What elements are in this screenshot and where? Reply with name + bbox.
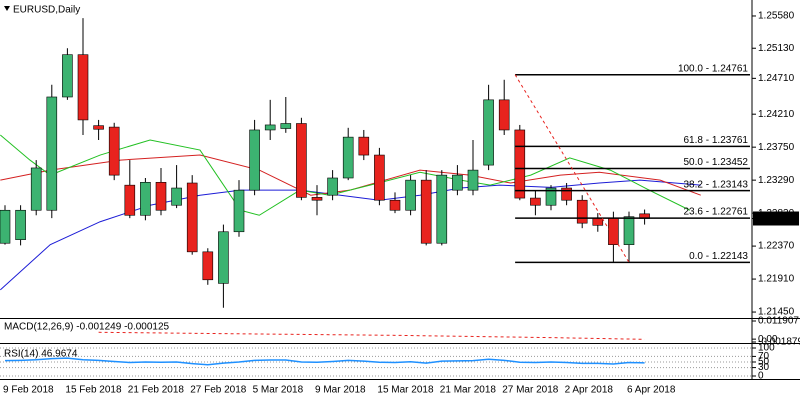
- candle-body: [108, 126, 120, 176]
- x-tick-label: 27 Feb 2018: [190, 385, 247, 396]
- candle-body: [389, 199, 401, 211]
- y-tick-label: 1.25130: [758, 43, 795, 54]
- y-tick-label: 1.21910: [758, 274, 795, 285]
- fibonacci-label: 61.8 - 1.23761: [684, 135, 749, 146]
- candle-body: [155, 181, 167, 211]
- collapse-icon[interactable]: [4, 6, 10, 11]
- candle-body: [452, 174, 463, 191]
- candle-body: [623, 216, 635, 245]
- y-tick-label: 1.24710: [758, 73, 795, 84]
- fibonacci-trendline: [514, 74, 630, 263]
- candle-body: [124, 184, 136, 216]
- candle-body: [483, 99, 494, 166]
- x-tick-label: 2 Apr 2018: [565, 385, 614, 396]
- candle-body: [186, 182, 198, 253]
- candle-body: [545, 187, 557, 206]
- fibonacci-label: 100.0 - 1.24761: [678, 63, 748, 74]
- candle-body: [405, 179, 416, 211]
- y-tick-label: 1.25580: [758, 11, 795, 22]
- x-tick-label: 9 Feb 2018: [3, 385, 54, 396]
- candle-body: [436, 174, 448, 244]
- y-tick-label: 50: [758, 357, 770, 368]
- candle-body: [233, 189, 245, 233]
- candle-body: [46, 96, 58, 211]
- y-tick-label: 1.23290: [758, 175, 795, 186]
- y-tick-label: 70: [758, 351, 770, 362]
- candle-body: [30, 167, 42, 211]
- candle-body: [358, 136, 370, 156]
- x-tick-label: 21 Feb 2018: [128, 385, 185, 396]
- candle-body: [530, 197, 541, 206]
- indicator-line: [98, 331, 645, 340]
- x-tick-label: 15 Feb 2018: [65, 385, 122, 396]
- last-price-label: 1.22755: [757, 213, 794, 224]
- axes: 1.25580 1.25130 1.24710 1.24210 1.23750 1.232…: [3, 11, 800, 396]
- rsi-plot: [0, 347, 752, 377]
- y-tick-label: 1.24210: [758, 109, 795, 120]
- candle-body: [498, 99, 510, 131]
- x-tick-label: 9 Mar 2018: [315, 385, 366, 396]
- candle-body: [576, 199, 588, 224]
- x-tick-label: 27 Mar 2018: [502, 385, 559, 396]
- candle-body: [608, 217, 619, 245]
- candle-body: [374, 154, 385, 201]
- candle-body: [514, 129, 526, 199]
- candle-body: [467, 169, 479, 191]
- candle-body: [249, 129, 260, 191]
- y-tick-label: 100: [758, 343, 775, 354]
- y-tick-label: 1.22370: [758, 241, 795, 252]
- candle-body: [264, 124, 276, 131]
- fibonacci-label: 50.0 - 1.23452: [684, 157, 749, 168]
- indicator-line: [4, 357, 645, 366]
- y-tick-label: 1.21450: [758, 307, 795, 318]
- y-tick-label: 1.23750: [758, 142, 795, 153]
- indicator-title: MACD(12,26,9) -0.001249 -0.000125: [4, 322, 170, 333]
- candle-body: [15, 209, 26, 240]
- candle-body: [561, 187, 572, 201]
- candle-body: [62, 54, 73, 98]
- candle-body: [140, 181, 151, 216]
- candle-body: [420, 179, 432, 244]
- candle-body: [202, 251, 214, 281]
- last-price-box: [753, 211, 799, 226]
- candle-body: [218, 231, 229, 284]
- candle-body: [171, 187, 182, 206]
- x-tick-label: 5 Mar 2018: [253, 385, 304, 396]
- y-tick-label: 0.011907: [758, 316, 799, 327]
- x-tick-label: 15 Mar 2018: [377, 385, 434, 396]
- chart-title: EURUSD,Daily: [13, 5, 80, 16]
- candle-body: [592, 217, 604, 226]
- fibonacci-label: 0.0 - 1.22143: [689, 251, 748, 262]
- candle-body: [280, 123, 292, 129]
- indicator-title: RSI(14) 46.9674: [4, 349, 78, 360]
- y-tick-label: -0.001879: [758, 337, 800, 348]
- moving-average-line: [0, 154, 701, 196]
- candle-body: [311, 197, 323, 201]
- y-tick-label: 0: [758, 371, 764, 382]
- macd-plot: [98, 331, 645, 340]
- candle-body: [342, 136, 354, 179]
- main-plot: 100.0 - 1.24761 61.8 - 1.23761 50.0 - 1.23…: [0, 18, 750, 308]
- candle-body: [327, 177, 338, 196]
- y-tick-label: 0.00: [758, 334, 778, 345]
- candle-body: [77, 54, 89, 121]
- candle-body: [93, 125, 104, 130]
- x-tick-label: 21 Mar 2018: [440, 385, 497, 396]
- fibonacci-label: 38.2 - 1.23143: [684, 179, 749, 190]
- x-tick-label: 6 Apr 2018: [627, 385, 676, 396]
- y-tick-label: 30: [758, 362, 770, 373]
- fibonacci-label: 23.6 - 1.22761: [684, 207, 749, 218]
- candle-body: [0, 209, 11, 244]
- candle-body: [296, 123, 307, 198]
